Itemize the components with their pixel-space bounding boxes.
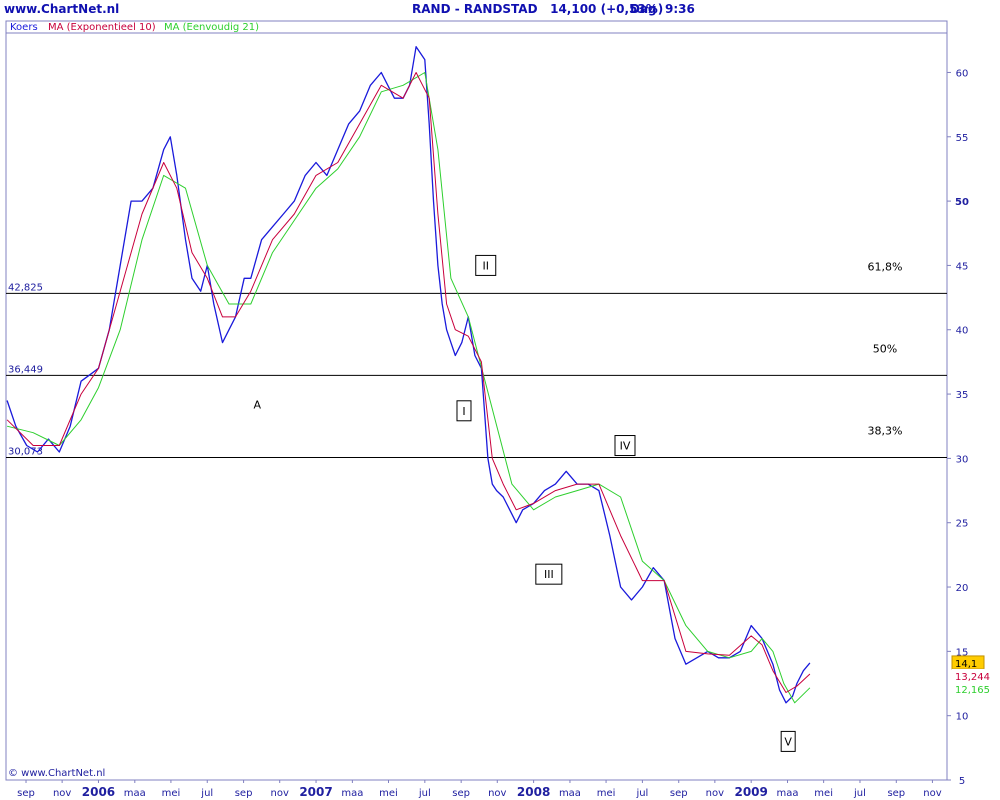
x-tick-label-0: sep — [17, 788, 35, 799]
y-tick-label-3: 20 — [956, 583, 969, 594]
x-tick-label-14: 2008 — [517, 785, 550, 799]
x-tick-label-18: sep — [670, 788, 688, 799]
x-axis: sep nov 2006 maa mei jul sep nov 2007 maa mei jul se… — [17, 780, 942, 799]
x-tick-label-10: mei — [379, 788, 398, 799]
x-tick-label-24: sep — [887, 788, 905, 799]
series-layer — [6, 46, 811, 704]
wave-box-1 — [456, 400, 472, 422]
retracement-value-0: 42,825 — [8, 282, 43, 293]
legend-sma: MA (Eenvoudig 21) — [164, 22, 259, 33]
legend-ema: MA (Exponentieel 10) — [48, 22, 156, 33]
wave-box-3 — [535, 563, 563, 585]
last-ema-tag: 13,244 — [955, 672, 990, 683]
x-tick-label-12: sep — [452, 788, 470, 799]
x-tick-label-1: nov — [53, 788, 71, 799]
x-tick-label-6: sep — [235, 788, 253, 799]
ticker-quote: RAND - RANDSTAD 14,100 (+0,53%) — [412, 2, 663, 16]
last-sma-tag-bg — [952, 681, 997, 695]
chart-header: www.ChartNet.nl RAND - RANDSTAD 14,100 (… — [0, 0, 1000, 18]
plot-frame — [5, 20, 948, 781]
retracement-pct-0: 61,8% — [868, 260, 903, 273]
y-tick-label-6: 35 — [956, 390, 969, 401]
x-tick-label-17: jul — [635, 788, 648, 799]
x-tick-label-25: nov — [923, 788, 941, 799]
wave-label-1: I — [462, 405, 465, 418]
wave-label-5: V — [784, 735, 792, 748]
retracement-lines: 42,825 61,8% 36,449 50% 30,073 38,3% — [6, 260, 947, 458]
time-label: 9:36 — [665, 2, 695, 16]
ticker-price: 14,100 (+0,53%) — [550, 2, 664, 16]
x-tick-label-4: mei — [162, 788, 181, 799]
series-line-2 — [6, 72, 811, 704]
retracement-pct-2: 38,3% — [868, 424, 903, 437]
y-tick-label-8: 45 — [956, 261, 969, 272]
wave-box-4 — [614, 435, 636, 457]
last-price-tag: 14,1 — [955, 659, 977, 670]
y-axis: 5 10 15 20 25 30 35 40 45 50 55 60 — [947, 68, 969, 787]
copyright-text[interactable]: © www.ChartNet.nl — [8, 768, 105, 779]
period-label: Dag — [630, 2, 657, 16]
site-name[interactable]: www.ChartNet.nl — [4, 2, 120, 16]
series-line-0 — [6, 46, 811, 704]
last-ema-tag-bg — [952, 668, 997, 682]
y-tick-label-4: 25 — [956, 519, 969, 530]
x-tick-label-11: jul — [418, 788, 431, 799]
wave-box-2 — [475, 254, 497, 276]
x-tick-label-2: 2006 — [82, 785, 115, 799]
y-tick-label-2: 15 — [956, 647, 969, 658]
wave-label-2: II — [482, 259, 489, 272]
y-tick-label-10: 55 — [956, 133, 969, 144]
wave-label-4: IV — [620, 440, 631, 453]
wave-label-3: III — [544, 568, 554, 581]
x-tick-label-15: maa — [559, 788, 581, 799]
x-tick-label-23: jul — [853, 788, 866, 799]
x-tick-label-16: mei — [597, 788, 616, 799]
y-tick-label-11: 60 — [956, 68, 969, 79]
x-tick-label-3: maa — [124, 788, 146, 799]
x-tick-label-8: 2007 — [299, 785, 332, 799]
retracement-pct-1: 50% — [873, 342, 897, 355]
x-tick-label-19: nov — [706, 788, 724, 799]
x-tick-label-7: nov — [271, 788, 289, 799]
x-tick-label-13: nov — [488, 788, 506, 799]
x-tick-label-21: maa — [777, 788, 799, 799]
series-line-1 — [6, 72, 811, 693]
last-values: 14,1 13,244 12,165 — [951, 655, 997, 696]
y-tick-label-9: 50 — [955, 197, 969, 208]
last-sma-tag: 12,165 — [955, 685, 990, 696]
y-tick-label-0: 5 — [959, 776, 965, 787]
y-tick-label-1: 10 — [956, 712, 969, 723]
wave-label-0: A — [254, 398, 262, 411]
y-tick-label-7: 40 — [956, 326, 969, 337]
ticker-title: RAND - RANDSTAD — [412, 2, 538, 16]
period-time: Dag 9:36 — [630, 2, 695, 16]
x-tick-label-20: 2009 — [734, 785, 767, 799]
x-tick-label-22: mei — [814, 788, 833, 799]
retracement-value-2: 30,073 — [8, 446, 43, 457]
legend-koers: Koers — [10, 22, 38, 33]
retracement-value-1: 36,449 — [8, 364, 43, 375]
x-tick-label-5: jul — [200, 788, 213, 799]
y-tick-label-5: 30 — [956, 454, 969, 465]
x-tick-label-9: maa — [341, 788, 363, 799]
wave-box-5 — [780, 730, 796, 752]
